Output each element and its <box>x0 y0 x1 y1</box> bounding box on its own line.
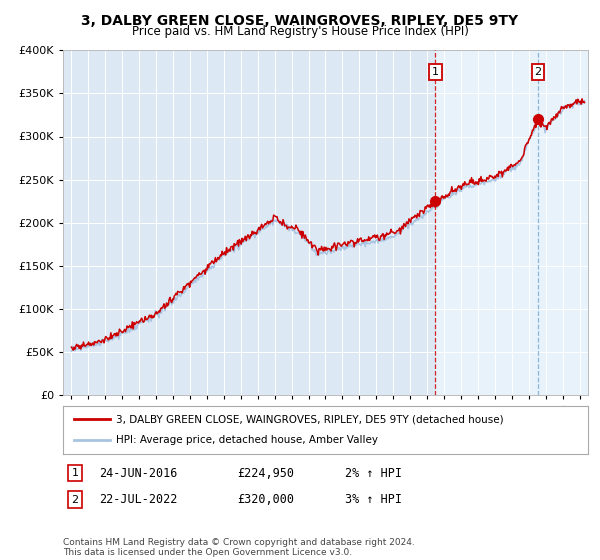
Text: 1: 1 <box>71 468 79 478</box>
Text: 3% ↑ HPI: 3% ↑ HPI <box>345 493 402 506</box>
Text: 3, DALBY GREEN CLOSE, WAINGROVES, RIPLEY, DE5 9TY: 3, DALBY GREEN CLOSE, WAINGROVES, RIPLEY… <box>82 14 518 28</box>
Text: 3, DALBY GREEN CLOSE, WAINGROVES, RIPLEY, DE5 9TY (detached house): 3, DALBY GREEN CLOSE, WAINGROVES, RIPLEY… <box>115 414 503 424</box>
Text: 2: 2 <box>535 67 542 77</box>
Text: 24-JUN-2016: 24-JUN-2016 <box>99 466 178 480</box>
Text: £224,950: £224,950 <box>237 466 294 480</box>
Bar <box>435 50 588 395</box>
Text: 1: 1 <box>432 67 439 77</box>
Text: Price paid vs. HM Land Registry's House Price Index (HPI): Price paid vs. HM Land Registry's House … <box>131 25 469 38</box>
Text: HPI: Average price, detached house, Amber Valley: HPI: Average price, detached house, Ambe… <box>115 435 377 445</box>
Text: 22-JUL-2022: 22-JUL-2022 <box>99 493 178 506</box>
Text: £320,000: £320,000 <box>237 493 294 506</box>
Text: 2% ↑ HPI: 2% ↑ HPI <box>345 466 402 480</box>
Text: 2: 2 <box>71 494 79 505</box>
Text: Contains HM Land Registry data © Crown copyright and database right 2024.
This d: Contains HM Land Registry data © Crown c… <box>63 538 415 557</box>
